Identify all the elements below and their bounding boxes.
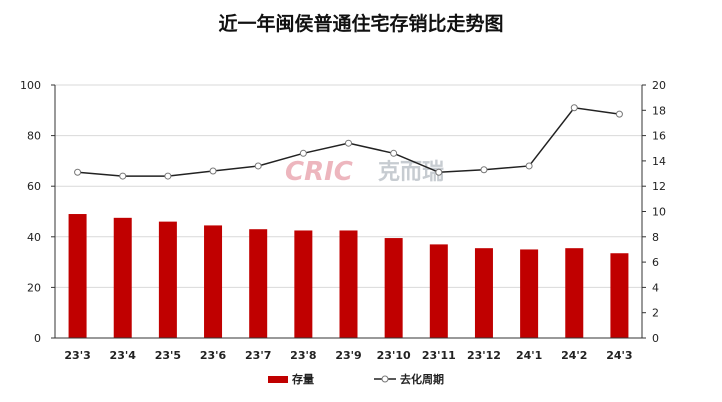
right-tick-label: 20 bbox=[652, 79, 666, 92]
line-point bbox=[164, 172, 172, 180]
legend-marker-line bbox=[381, 375, 389, 383]
watermark-latin: CRIC bbox=[285, 157, 353, 187]
line-point bbox=[615, 110, 623, 118]
left-tick-label: 60 bbox=[27, 180, 41, 193]
line-point bbox=[119, 172, 127, 180]
watermark: CRIC 克而瑞 bbox=[285, 157, 444, 187]
right-tick-label: 2 bbox=[652, 307, 659, 320]
left-tick-label: 0 bbox=[34, 332, 41, 345]
axes: 0 20 40 60 80 100 0 2 4 6 8 10 12 14 16 18 20 23'3 23'4 23'… bbox=[20, 79, 666, 362]
bar bbox=[294, 230, 313, 338]
line-point bbox=[74, 168, 82, 176]
line-point bbox=[299, 149, 307, 157]
legend-label-bar: 存量 bbox=[292, 372, 314, 386]
right-tick-label: 10 bbox=[652, 206, 666, 219]
x-tick-label: 23'12 bbox=[467, 349, 501, 362]
bar bbox=[429, 244, 448, 338]
left-tick-label: 100 bbox=[20, 79, 41, 92]
bar bbox=[565, 248, 584, 338]
line-point bbox=[209, 167, 217, 175]
line-point bbox=[345, 139, 352, 147]
right-tick-label: 16 bbox=[652, 130, 666, 143]
left-tick-label: 80 bbox=[27, 130, 41, 143]
line-point bbox=[570, 104, 578, 112]
x-tick-label: 23'3 bbox=[64, 349, 90, 362]
left-tick-label: 20 bbox=[27, 281, 41, 294]
watermark-chinese: 克而瑞 bbox=[378, 159, 444, 185]
left-tick-label: 40 bbox=[27, 231, 41, 244]
line-point bbox=[480, 166, 488, 174]
bar bbox=[249, 229, 268, 338]
x-tick-label: 24'1 bbox=[516, 349, 542, 362]
bar bbox=[474, 248, 493, 338]
right-tick-label: 14 bbox=[652, 155, 666, 168]
legend-label-line: 去化周期 bbox=[400, 372, 444, 386]
bar bbox=[610, 253, 629, 338]
bar bbox=[520, 249, 539, 338]
legend: 存量 去化周期 bbox=[268, 372, 444, 386]
x-tick-label: 23'9 bbox=[335, 349, 361, 362]
right-tick-label: 8 bbox=[652, 231, 659, 244]
bar bbox=[384, 238, 403, 338]
x-tick-label: 23'8 bbox=[290, 349, 316, 362]
x-tick-label: 24'3 bbox=[606, 349, 632, 362]
bar bbox=[339, 230, 358, 338]
line-point bbox=[390, 149, 398, 157]
right-tick-label: 4 bbox=[652, 281, 659, 294]
x-tick-label: 24'2 bbox=[561, 349, 587, 362]
x-tick-label: 23'7 bbox=[245, 349, 271, 362]
line-point bbox=[435, 168, 443, 176]
bar-series bbox=[68, 214, 629, 338]
bar bbox=[158, 221, 177, 338]
x-tick-label: 23'10 bbox=[377, 349, 411, 362]
right-tick-label: 6 bbox=[652, 256, 659, 269]
x-tick-label: 23'5 bbox=[155, 349, 181, 362]
right-tick-label: 0 bbox=[652, 332, 659, 345]
line-point bbox=[254, 162, 262, 170]
line-point bbox=[525, 162, 533, 170]
chart-title: 近一年闽侯普通住宅存销比走势图 bbox=[218, 13, 504, 35]
x-tick-label: 23'6 bbox=[200, 349, 227, 362]
right-tick-label: 18 bbox=[652, 104, 666, 117]
x-tick-label: 23'11 bbox=[422, 349, 456, 362]
bar bbox=[68, 214, 87, 338]
bar bbox=[113, 217, 132, 338]
right-tick-label: 12 bbox=[652, 180, 666, 193]
line-series bbox=[74, 104, 623, 180]
legend-swatch-bar bbox=[268, 376, 288, 383]
x-tick-label: 23'4 bbox=[110, 349, 137, 362]
bar bbox=[204, 225, 223, 338]
